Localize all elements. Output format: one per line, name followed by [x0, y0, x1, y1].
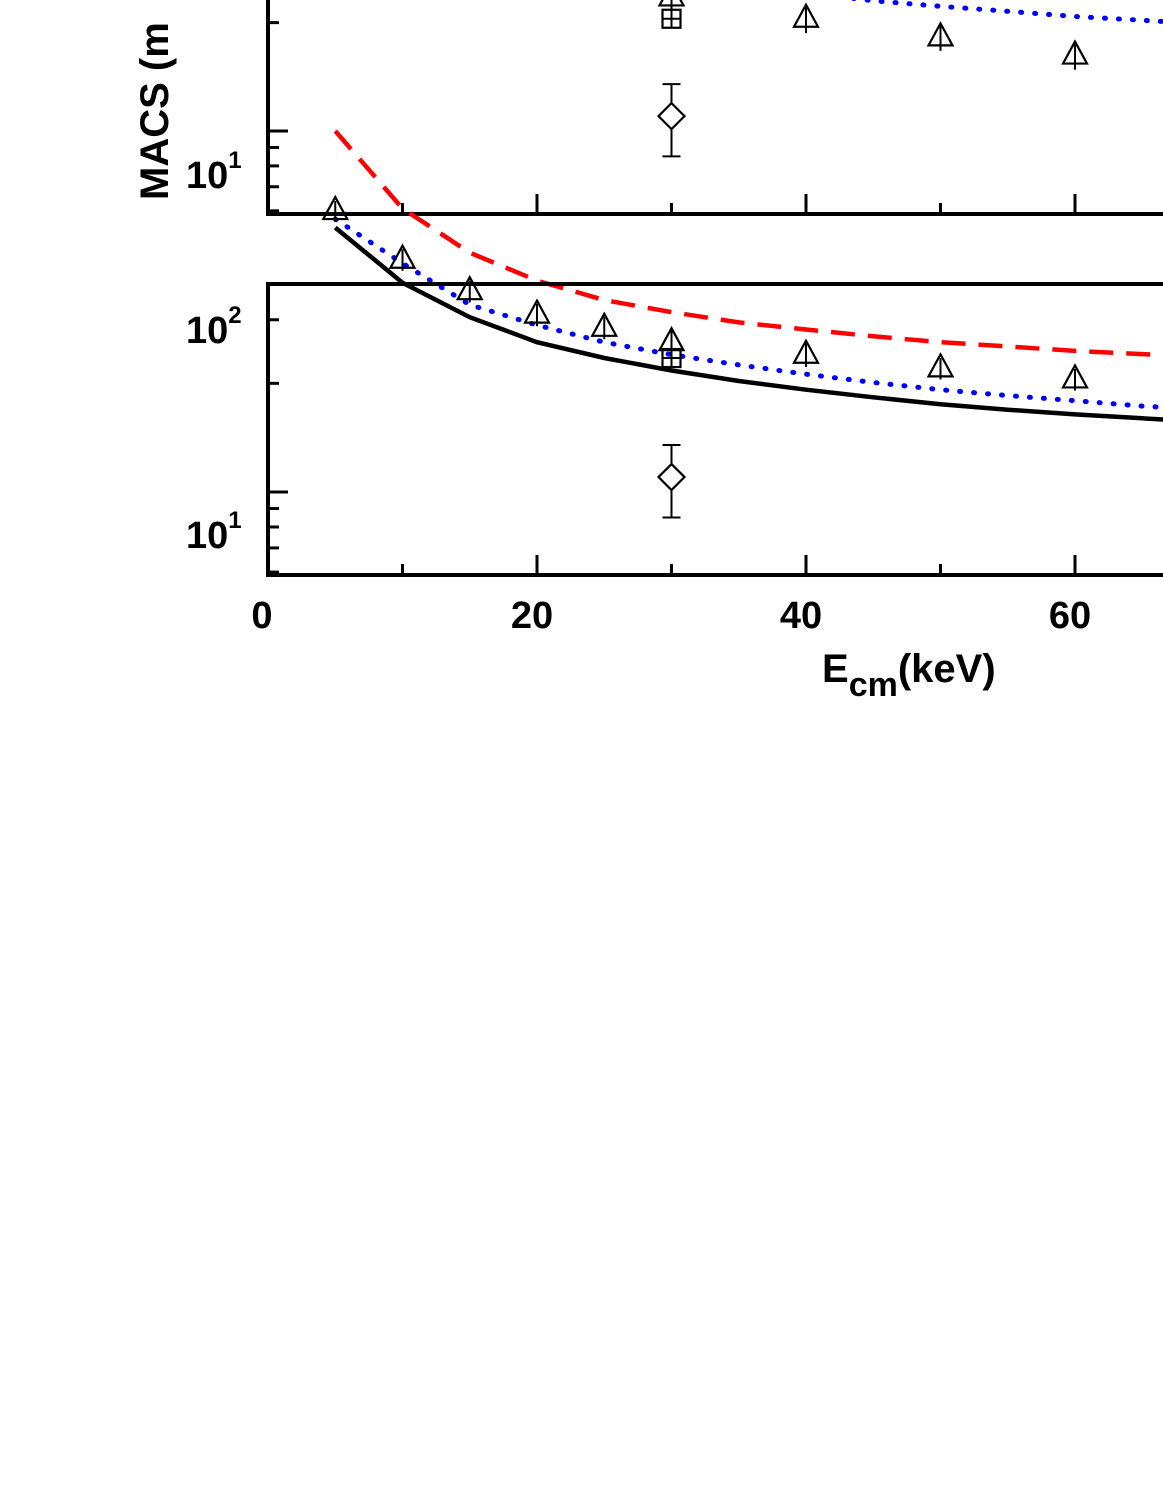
upper-y-tick-label-10: 101	[186, 147, 242, 197]
lower-axis-frame	[266, 282, 1163, 577]
lower-point-triangle	[321, 194, 350, 222]
triangle-marker	[792, 338, 820, 364]
triangle-marker	[321, 194, 350, 221]
triangle-marker	[1061, 39, 1089, 65]
triangle-marker	[1061, 363, 1089, 389]
lower-point-triangle	[1061, 363, 1089, 391]
lower-point-triangle	[388, 243, 417, 271]
x-tick-label-60: 60	[1049, 595, 1091, 637]
upper-point-triangle	[657, 0, 686, 12]
upper-point-diamond	[656, 83, 687, 158]
lower-point-triangle	[590, 311, 619, 340]
triangle-marker	[388, 243, 417, 269]
upper-axis-frame	[266, 0, 1163, 216]
x-tick-label-0: 0	[251, 595, 272, 637]
triangle-marker	[657, 325, 686, 352]
lower-curve-solid	[333, 225, 1163, 422]
triangle-marker	[926, 352, 955, 378]
upper-point-triangle	[1061, 39, 1089, 70]
upper-panel: 101 MACS (m	[133, 0, 1163, 216]
triangle-marker	[926, 21, 955, 47]
lower-panel: 102 101 0 20 40 60 Ecm(keV)	[186, 129, 1163, 704]
lower-point-diamond	[656, 443, 687, 519]
lower-point-triangle	[926, 352, 955, 380]
triangle-marker	[792, 2, 820, 28]
diamond-marker	[656, 101, 687, 131]
lower-point-triangle	[455, 274, 484, 303]
x-tick-label-20: 20	[511, 595, 553, 637]
x-axis-title: Ecm(keV)	[822, 647, 996, 704]
triangle-marker	[590, 311, 619, 337]
lower-point-square	[661, 347, 682, 369]
lower-point-triangle	[792, 338, 820, 367]
lower-y-ticks	[268, 318, 288, 574]
upper-point-triangle	[792, 2, 820, 34]
x-tick-label-40: 40	[780, 595, 822, 637]
lower-y-tick-label-10: 101	[186, 507, 242, 557]
triangle-marker	[657, 0, 686, 7]
upper-curve-dotted	[845, 0, 1163, 25]
upper-plot-content	[656, 0, 1163, 158]
upper-point-triangle	[926, 21, 955, 51]
triangle-marker	[523, 298, 551, 324]
lower-y-tick-label-100: 102	[186, 302, 242, 352]
diamond-marker	[656, 462, 687, 492]
lower-curve-dashed	[333, 129, 1163, 358]
y-axis-title: MACS (m	[133, 22, 177, 200]
triangle-marker	[455, 274, 484, 301]
lower-point-triangle	[523, 298, 551, 327]
lower-curve-dotted	[332, 216, 1163, 410]
x-ticks	[401, 555, 1077, 575]
upper-point-square	[661, 8, 682, 29]
lower-plot-content	[321, 129, 1163, 519]
upper-y-ticks	[268, 21, 1077, 214]
